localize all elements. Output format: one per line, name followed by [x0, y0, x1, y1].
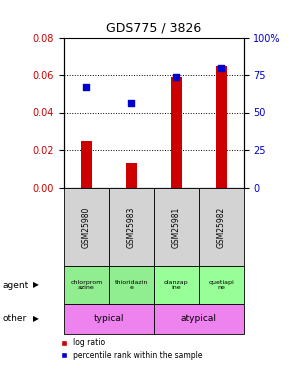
Text: other: other — [3, 314, 27, 323]
Title: GDS775 / 3826: GDS775 / 3826 — [106, 22, 201, 35]
Text: thioridazin
e: thioridazin e — [115, 280, 148, 290]
Text: GSM25982: GSM25982 — [217, 206, 226, 248]
Bar — [126, 163, 137, 188]
Text: ▶: ▶ — [33, 314, 39, 323]
Point — [219, 64, 223, 70]
Text: ▶: ▶ — [33, 280, 39, 290]
Text: olanzap
ine: olanzap ine — [164, 280, 189, 290]
Bar — [81, 141, 92, 188]
Point — [84, 84, 89, 90]
Text: GSM25980: GSM25980 — [82, 206, 91, 248]
Point — [129, 100, 133, 106]
Text: GSM25981: GSM25981 — [172, 206, 181, 248]
Legend: log ratio, percentile rank within the sample: log ratio, percentile rank within the sa… — [59, 335, 206, 363]
Text: GSM25983: GSM25983 — [127, 206, 136, 248]
Point — [174, 74, 179, 80]
Bar — [171, 77, 182, 188]
Text: atypical: atypical — [181, 314, 217, 323]
Text: agent: agent — [3, 280, 29, 290]
Bar — [215, 66, 227, 188]
Text: quetiapi
ne: quetiapi ne — [208, 280, 234, 290]
Text: chlorprom
azine: chlorprom azine — [70, 280, 102, 290]
Text: typical: typical — [93, 314, 124, 323]
